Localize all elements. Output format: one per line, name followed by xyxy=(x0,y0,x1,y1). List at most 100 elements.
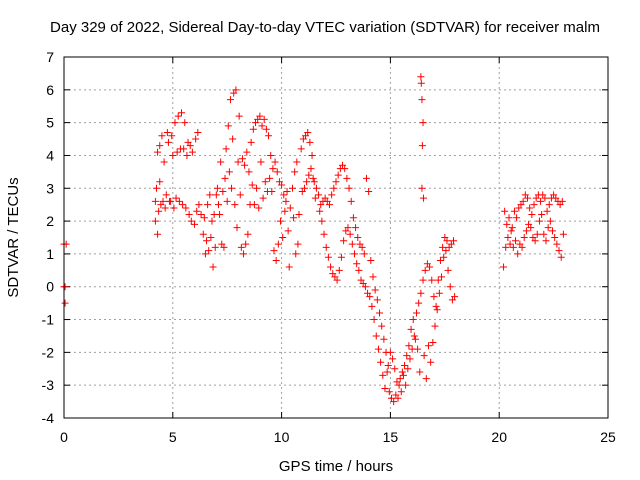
data-point xyxy=(171,119,179,127)
plot-frame xyxy=(63,56,609,419)
data-point xyxy=(277,217,285,225)
data-point xyxy=(235,112,243,120)
data-point xyxy=(378,322,386,330)
data-point xyxy=(527,224,535,232)
data-point xyxy=(366,293,374,301)
data-point xyxy=(312,184,320,192)
data-point xyxy=(365,188,373,196)
data-point xyxy=(537,197,545,205)
data-point xyxy=(311,194,319,202)
data-point xyxy=(417,73,425,81)
data-point xyxy=(163,128,171,136)
data-point xyxy=(282,197,290,205)
data-point xyxy=(418,142,426,150)
data-point xyxy=(167,197,175,205)
x-tick-label: 0 xyxy=(60,429,68,445)
data-point xyxy=(544,224,552,232)
data-point xyxy=(379,371,387,379)
data-point xyxy=(352,224,360,232)
data-point xyxy=(285,263,293,271)
data-point xyxy=(332,178,340,186)
data-point xyxy=(237,243,245,251)
data-point xyxy=(155,207,163,215)
data-point xyxy=(427,358,435,366)
data-point xyxy=(295,211,303,219)
data-point xyxy=(442,247,450,255)
data-point xyxy=(280,191,288,199)
data-point xyxy=(178,109,186,117)
data-point xyxy=(170,204,178,212)
data-point xyxy=(545,201,553,209)
data-point xyxy=(211,243,219,251)
data-point xyxy=(245,168,253,176)
data-point xyxy=(290,214,298,222)
data-point xyxy=(372,332,380,340)
data-point xyxy=(192,135,200,143)
data-point xyxy=(530,201,538,209)
data-point xyxy=(435,289,443,297)
data-point xyxy=(159,197,167,205)
data-point xyxy=(226,96,234,104)
data-point xyxy=(403,352,411,360)
data-point xyxy=(266,174,274,182)
data-point xyxy=(420,352,428,360)
data-point xyxy=(270,247,278,255)
data-point xyxy=(250,201,258,209)
data-point xyxy=(316,207,324,215)
data-point xyxy=(324,253,332,261)
y-tick-label: -2 xyxy=(42,344,55,360)
data-point xyxy=(510,207,518,215)
data-point xyxy=(348,240,356,248)
data-point xyxy=(381,384,389,392)
data-point xyxy=(160,158,168,166)
data-point xyxy=(380,335,388,343)
data-point xyxy=(418,184,426,192)
data-point xyxy=(278,181,286,189)
y-axis-label: SDTVAR / TECUs xyxy=(5,177,22,297)
data-point xyxy=(362,174,370,182)
data-point xyxy=(172,194,180,202)
data-point xyxy=(558,197,566,205)
data-point xyxy=(549,227,557,235)
data-point xyxy=(541,194,549,202)
data-point xyxy=(187,217,195,225)
data-point xyxy=(531,237,539,245)
data-point xyxy=(386,348,394,356)
data-point xyxy=(209,263,217,271)
data-point xyxy=(443,237,451,245)
data-point xyxy=(169,151,177,159)
data-point xyxy=(305,171,313,179)
x-tick-label: 15 xyxy=(383,429,399,445)
data-point xyxy=(519,197,527,205)
data-point xyxy=(402,381,410,389)
data-point xyxy=(309,174,317,182)
data-point xyxy=(200,214,208,222)
y-tick-label: 2 xyxy=(46,213,54,229)
data-point xyxy=(256,112,264,120)
data-point xyxy=(283,188,291,196)
data-point xyxy=(428,276,436,284)
data-point xyxy=(369,273,377,281)
data-point xyxy=(262,125,270,133)
data-point xyxy=(61,283,69,291)
data-point xyxy=(401,361,409,369)
data-point xyxy=(214,201,222,209)
data-point xyxy=(367,256,375,264)
data-point xyxy=(426,263,434,271)
data-point xyxy=(208,217,216,225)
data-point xyxy=(528,211,536,219)
data-point xyxy=(260,115,268,123)
data-point xyxy=(368,302,376,310)
data-point xyxy=(241,161,249,169)
data-point xyxy=(222,145,230,153)
data-point xyxy=(502,243,510,251)
data-point xyxy=(272,256,280,264)
data-point xyxy=(546,217,554,225)
data-point xyxy=(315,191,323,199)
data-point xyxy=(173,148,181,156)
data-point xyxy=(229,135,237,143)
data-point xyxy=(518,243,526,251)
data-point xyxy=(333,276,341,284)
data-point xyxy=(436,256,444,264)
data-point xyxy=(419,194,427,202)
